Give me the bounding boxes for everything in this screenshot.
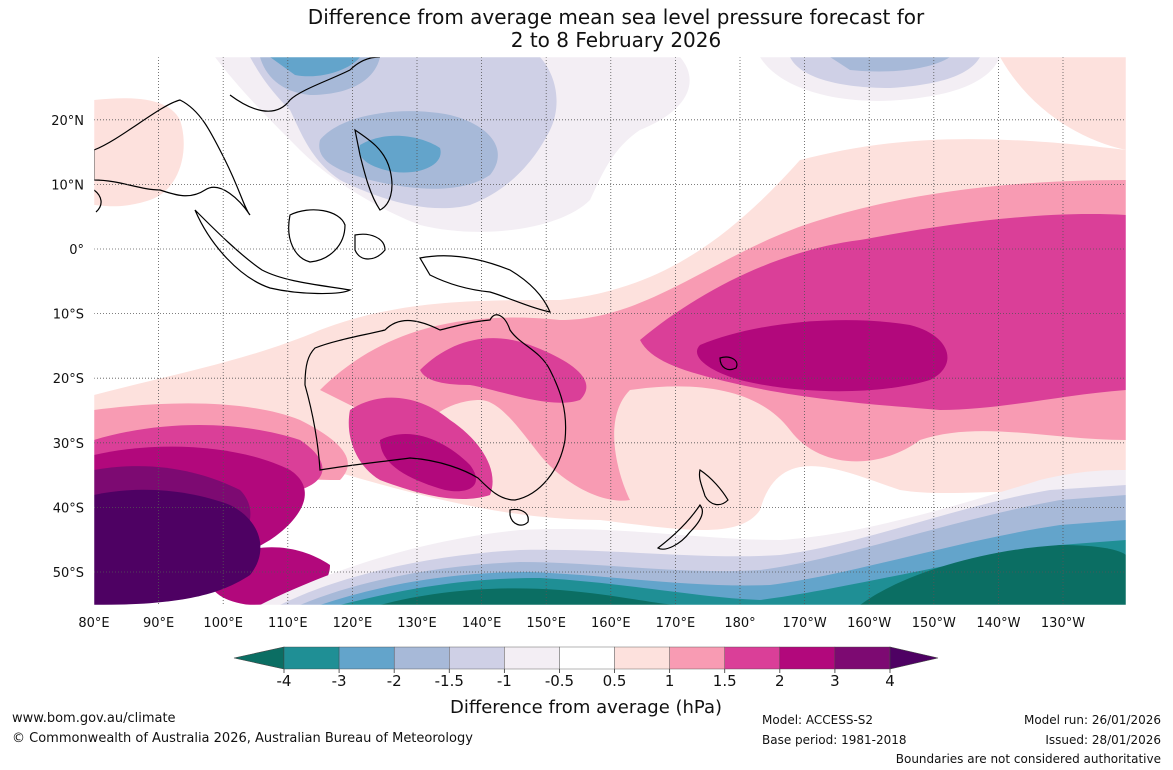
australia-coastline xyxy=(304,314,567,501)
asia-mainland-coastline xyxy=(94,99,251,216)
philippines-coastline xyxy=(354,128,393,211)
colorbar-segment xyxy=(559,646,615,670)
colorbar-tick-labels: -4 -3 -2 -1.5 -1 -0.5 0.5 1 1.5 2 3 4 xyxy=(277,672,895,690)
lon-tick-label: 160°W xyxy=(847,616,891,631)
lon-tick-label: 150°W xyxy=(912,616,956,631)
colorbar-level-label: 1.5 xyxy=(713,672,737,690)
lon-tick-label: 160°E xyxy=(591,616,631,631)
lon-tick-label: 80°E xyxy=(78,616,109,631)
lon-tick-label: 170°W xyxy=(783,616,827,631)
boundary-disclaimer: Boundaries are not considered authoritat… xyxy=(895,752,1161,766)
colorbar xyxy=(233,646,939,673)
india-coastline xyxy=(94,189,102,213)
lon-tick-label: 120°E xyxy=(333,616,373,631)
colorbar-segment xyxy=(669,646,725,670)
model-run-date: Model run: 26/01/2026 xyxy=(1023,713,1161,727)
chart-title-line1: Difference from average mean sea level p… xyxy=(307,5,925,29)
coastlines xyxy=(94,57,738,550)
lat-tick-label: 20°N xyxy=(51,114,84,129)
borneo-coastline xyxy=(288,209,346,263)
colorbar-level-label: 3 xyxy=(830,672,840,690)
lon-tick-label: 140°E xyxy=(462,616,502,631)
colorbar-level-label: -1 xyxy=(497,672,512,690)
lon-tick-label: 150°E xyxy=(526,616,566,631)
website-link[interactable]: www.bom.gov.au/climate xyxy=(12,711,176,726)
copyright-text: © Commonwealth of Australia 2026, Austra… xyxy=(12,731,473,746)
map-area xyxy=(94,57,1126,605)
lon-tick-label: 180° xyxy=(724,616,755,631)
chart-title-line2: 2 to 8 February 2026 xyxy=(510,28,722,52)
colorbar-segment xyxy=(449,646,505,670)
lon-tick-label: 90°E xyxy=(143,616,174,631)
lon-tick-label: 130°W xyxy=(1041,616,1085,631)
sulawesi-coastline xyxy=(354,233,386,260)
lat-tick-label: 10°S xyxy=(53,308,84,323)
lon-tick-label: 110°E xyxy=(268,616,308,631)
colorbar-extend-low xyxy=(233,646,285,670)
lat-tick-label: 0° xyxy=(69,243,84,258)
colorbar-level-label: 2 xyxy=(775,672,785,690)
colorbar-segment xyxy=(283,646,340,670)
colorbar-segment xyxy=(338,646,395,670)
lat-tick-label: 20°S xyxy=(53,372,84,387)
colorbar-segment xyxy=(504,646,560,670)
lat-tick-label: 10°N xyxy=(51,178,84,193)
colorbar-level-label: 4 xyxy=(885,672,895,690)
sumatra-java-coastline xyxy=(194,209,352,295)
colorbar-segment xyxy=(834,646,891,670)
colorbar-segment xyxy=(614,646,670,670)
new-zealand-north-island xyxy=(698,469,729,506)
colorbar-title: Difference from average (hPa) xyxy=(450,697,722,718)
model-name: Model: ACCESS-S2 xyxy=(762,713,874,727)
china-coastline xyxy=(229,57,381,112)
longitude-axis: 80°E 90°E 100°E 110°E 120°E 130°E 140°E 150°E 16… xyxy=(78,616,1085,631)
lon-tick-label: 130°E xyxy=(397,616,437,631)
lon-tick-label: 100°E xyxy=(203,616,243,631)
lat-tick-label: 40°S xyxy=(53,501,84,516)
lon-tick-label: 170°E xyxy=(656,616,696,631)
colorbar-level-label: -2 xyxy=(387,672,402,690)
colorbar-level-label: 1 xyxy=(665,672,675,690)
colorbar-level-label: -1.5 xyxy=(435,672,464,690)
tasmania-coastline xyxy=(509,508,529,526)
issued-date: Issued: 28/01/2026 xyxy=(1045,733,1161,747)
lat-tick-label: 50°S xyxy=(53,566,84,581)
new-guinea-coastline xyxy=(419,255,551,313)
colorbar-level-label: 0.5 xyxy=(603,672,627,690)
lat-tick-label: 30°S xyxy=(53,437,84,452)
colorbar-extend-high xyxy=(889,646,939,670)
latitude-axis: 20°N 10°N 0° 10°S 20°S 30°S 40°S 50°S xyxy=(51,114,84,581)
fiji-coastline xyxy=(719,356,738,371)
graticule xyxy=(94,57,1126,605)
colorbar-level-label: -0.5 xyxy=(545,672,574,690)
colorbar-segment xyxy=(724,646,781,670)
colorbar-level-label: -3 xyxy=(332,672,347,690)
colorbar-segment xyxy=(779,646,836,670)
new-zealand-south-island xyxy=(656,504,703,550)
colorbar-level-label: -4 xyxy=(277,672,292,690)
base-period: Base period: 1981-2018 xyxy=(762,733,907,747)
colorbar-segment xyxy=(393,646,450,670)
lon-tick-label: 140°W xyxy=(976,616,1020,631)
